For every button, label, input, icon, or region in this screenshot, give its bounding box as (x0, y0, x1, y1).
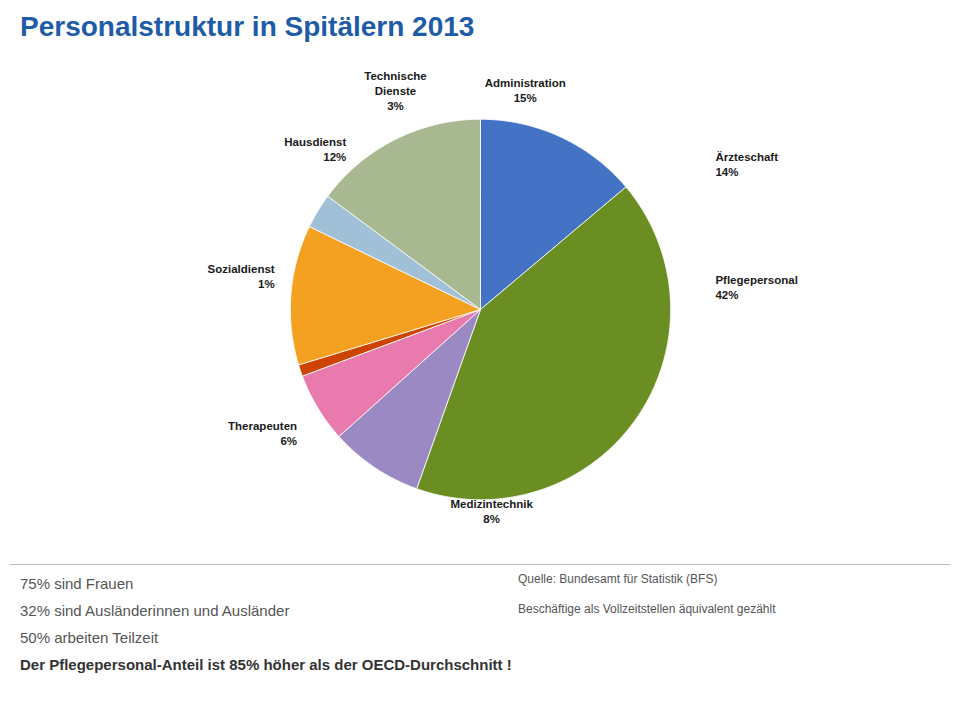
svg-text:Therapeuten6%: Therapeuten6% (228, 419, 297, 446)
html-text:32% sind Ausländerinnen und Au: 32% sind Ausländerinnen und Ausländer (20, 601, 290, 619)
html-text:Der Pflegepersonal-Anteil ist: Der Pflegepersonal-Anteil ist 85% höher … (20, 655, 512, 673)
svg-text:Hausdienst12%: Hausdienst12% (284, 135, 346, 162)
svg-text:Ärzteschaft14%: Ärzteschaft14% (715, 151, 778, 178)
html-text:Quelle: Bundesamt für Statisti: Quelle: Bundesamt für Statistik (BFS) (518, 571, 718, 586)
html-text:75% sind Frauen: 75% sind Frauen (20, 574, 134, 592)
html-text:Beschäftige als Vollzeitstelle: Beschäftige als Vollzeitstellen äquivale… (518, 602, 776, 617)
html-text:Personalstruktur in Spitälern: Personalstruktur in Spitälern 2013 (20, 11, 475, 42)
html-text:50% arbeiten Teilzeit: 50% arbeiten Teilzeit (20, 628, 159, 646)
svg-text:Medizintechnik8%: Medizintechnik8% (450, 498, 533, 525)
svg-text:Pflegepersonal42%: Pflegepersonal42% (715, 274, 797, 301)
svg-text:Sozialdienst1%: Sozialdienst1% (208, 263, 275, 290)
svg-text:Administration15%: Administration15% (485, 77, 566, 104)
svg-text:TechnischeDienste3%: TechnischeDienste3% (364, 70, 426, 112)
